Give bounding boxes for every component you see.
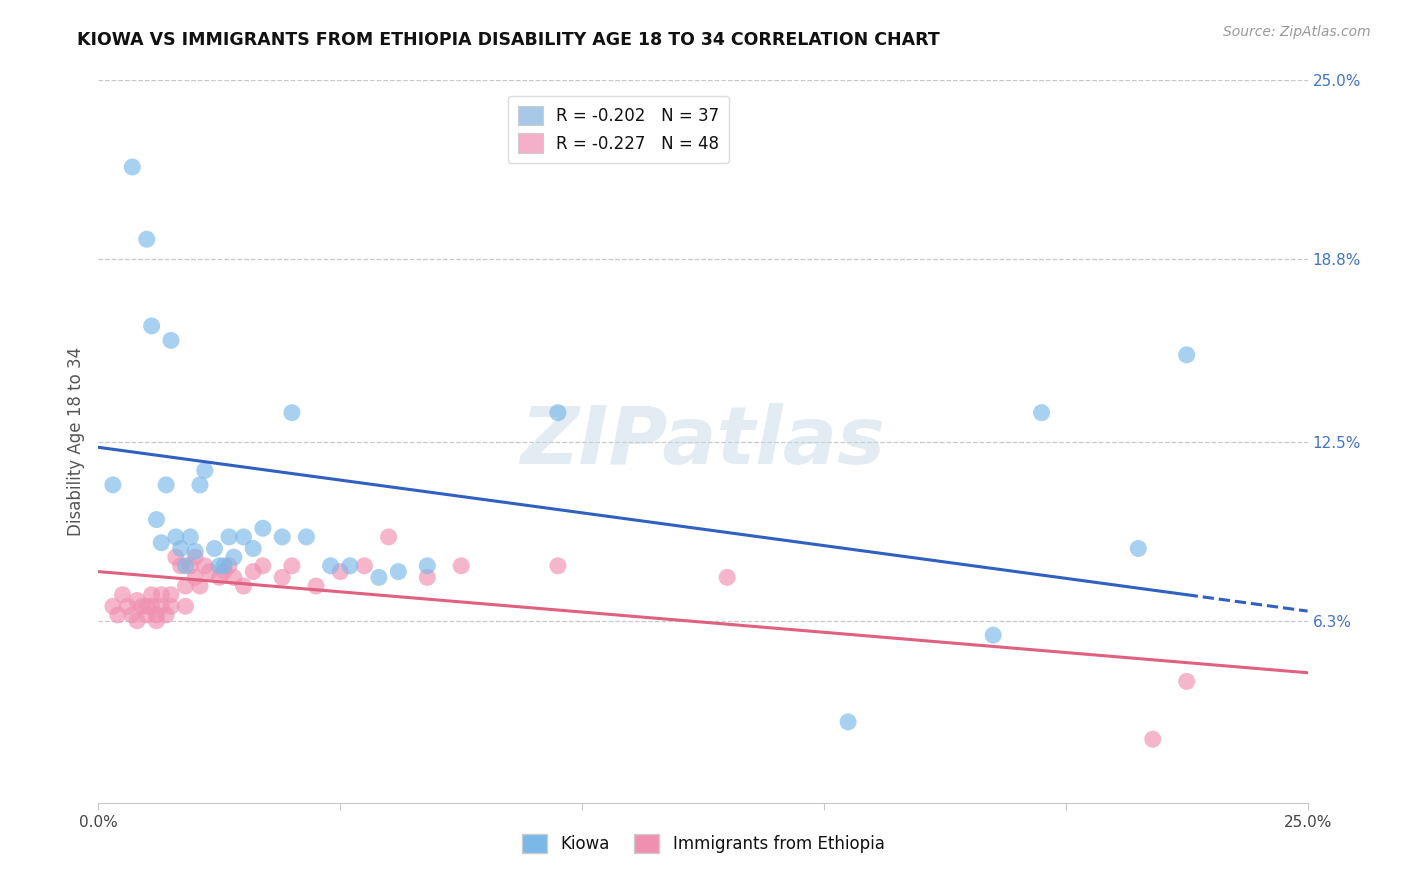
Point [387, 565, 409, 579]
Point [141, 318, 163, 333]
Point [716, 570, 738, 584]
Point [155, 478, 177, 492]
Point [127, 593, 149, 607]
Point [150, 535, 173, 549]
Point [135, 599, 157, 614]
Point [1128, 541, 1150, 556]
Point [165, 530, 187, 544]
Point [141, 599, 163, 614]
Point [212, 565, 235, 579]
Point [319, 558, 342, 573]
Point [135, 232, 157, 246]
Point [1142, 732, 1164, 747]
Text: Source: ZipAtlas.com: Source: ZipAtlas.com [1223, 25, 1371, 39]
Point [198, 565, 221, 579]
Point [212, 558, 235, 573]
Point [222, 550, 245, 565]
Point [131, 599, 153, 614]
Point [169, 541, 191, 556]
Y-axis label: Disability Age 18 to 34: Disability Age 18 to 34 [66, 347, 84, 536]
Point [242, 565, 264, 579]
Point [174, 579, 197, 593]
Text: ZIPatlas: ZIPatlas [520, 402, 886, 481]
Point [218, 530, 240, 544]
Point [339, 558, 361, 573]
Point [101, 599, 124, 614]
Point [416, 570, 439, 584]
Point [184, 550, 207, 565]
Point [169, 558, 191, 573]
Point [837, 714, 859, 729]
Point [155, 607, 177, 622]
Point [252, 558, 274, 573]
Point [145, 607, 167, 622]
Point [184, 544, 207, 558]
Point [252, 521, 274, 535]
Point [194, 463, 217, 477]
Point [101, 478, 124, 492]
Point [194, 558, 217, 573]
Point [188, 478, 211, 492]
Point [107, 607, 129, 622]
Point [165, 550, 187, 565]
Point [150, 599, 173, 614]
Text: KIOWA VS IMMIGRANTS FROM ETHIOPIA DISABILITY AGE 18 TO 34 CORRELATION CHART: KIOWA VS IMMIGRANTS FROM ETHIOPIA DISABI… [77, 31, 941, 49]
Point [135, 607, 157, 622]
Point [160, 599, 183, 614]
Point [174, 599, 197, 614]
Point [121, 160, 143, 174]
Point [981, 628, 1004, 642]
Point [188, 579, 211, 593]
Point [377, 530, 399, 544]
Point [179, 558, 201, 573]
Point [222, 570, 245, 584]
Point [218, 558, 240, 573]
Point [305, 579, 328, 593]
Point [329, 565, 352, 579]
Point [281, 406, 304, 420]
Point [117, 599, 139, 614]
Point [232, 579, 254, 593]
Point [127, 614, 149, 628]
Point [141, 588, 163, 602]
Point [160, 588, 183, 602]
Point [450, 558, 472, 573]
Point [145, 614, 167, 628]
Point [145, 512, 167, 526]
Point [271, 530, 294, 544]
Point [1031, 406, 1053, 420]
Point [1175, 348, 1198, 362]
Point [179, 530, 201, 544]
Point [547, 406, 569, 420]
Point [160, 334, 183, 348]
Point [208, 570, 231, 584]
Point [232, 530, 254, 544]
Point [1175, 674, 1198, 689]
Point [416, 558, 439, 573]
Point [271, 570, 294, 584]
Point [353, 558, 375, 573]
Point [174, 558, 197, 573]
Point [242, 541, 264, 556]
Point [368, 570, 391, 584]
Point [204, 541, 226, 556]
Point [121, 607, 143, 622]
Point [547, 558, 569, 573]
Point [111, 588, 134, 602]
Point [295, 530, 318, 544]
Point [281, 558, 304, 573]
Point [208, 558, 231, 573]
Legend: Kiowa, Immigrants from Ethiopia: Kiowa, Immigrants from Ethiopia [515, 827, 891, 860]
Point [184, 570, 207, 584]
Point [150, 588, 173, 602]
